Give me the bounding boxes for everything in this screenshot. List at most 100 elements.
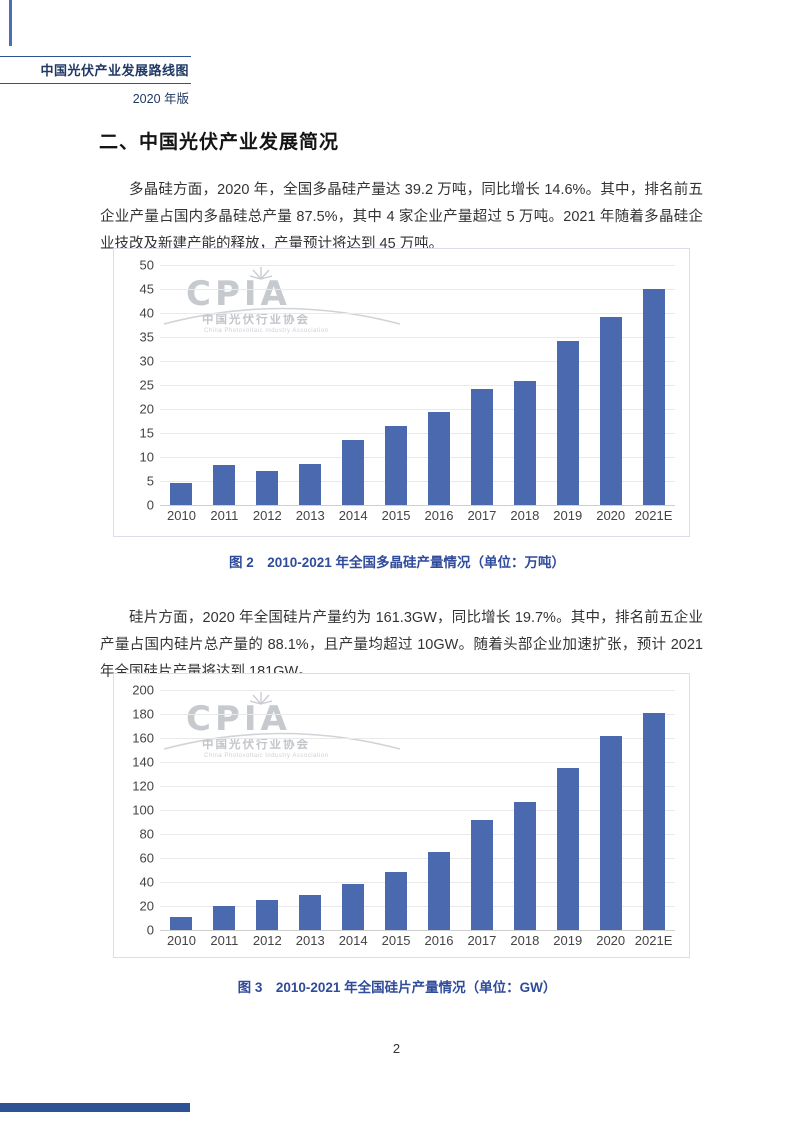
bar-2018 (513, 380, 536, 505)
gridline (160, 385, 675, 386)
gridline (160, 738, 675, 739)
x-axis-tick-label: 2020 (596, 933, 626, 948)
header-title: 中国光伏产业发展路线图 (40, 63, 189, 78)
bar-2016 (427, 852, 450, 930)
x-axis-tick-label: 2010 (167, 508, 196, 523)
y-axis-tick-label: 60 (139, 850, 154, 866)
bar-2015 (385, 425, 408, 505)
x-axis-tick-label: 2017 (467, 508, 497, 523)
bar-slot (375, 265, 418, 505)
x-axis-tick-label: 2011 (210, 508, 239, 523)
bar-2011 (213, 464, 236, 505)
x-axis-tick-label: 2012 (252, 933, 282, 948)
gridline (160, 810, 675, 811)
bar-2018 (513, 801, 536, 930)
y-axis: 0 5 10 15 20 25 30 35 40 45 50 (122, 258, 160, 513)
bar-2020 (599, 736, 622, 930)
gridline (160, 858, 675, 859)
x-axis-tick-label: 2020 (596, 508, 626, 523)
page-number: 2 (392, 1041, 401, 1056)
bar-slot (460, 265, 503, 505)
bar-slot (160, 690, 203, 930)
chart-wafer-production: 0 20 40 60 80 100 120 140 160 180 200 CPIA (113, 673, 690, 958)
plot-area: CPIA 中国光伏行业协会 China Photovoltaic Industr… (160, 265, 675, 506)
bar-2017 (470, 388, 493, 505)
bar-2021E (642, 712, 665, 930)
section-heading: 二、中国光伏产业发展简况 (99, 131, 340, 153)
bar-2019 (556, 340, 579, 505)
gridline (160, 265, 675, 266)
header-edition: 2020 年版 (132, 92, 189, 106)
bar-slot (503, 690, 546, 930)
bar-slot (418, 690, 461, 930)
gridline (160, 714, 675, 715)
x-axis-tick-label: 2014 (338, 933, 368, 948)
gridline (160, 481, 675, 482)
y-axis-tick-label: 15 (139, 425, 154, 441)
y-axis-tick-label: 50 (139, 257, 154, 273)
gridline (160, 457, 675, 458)
bar-2014 (342, 884, 365, 930)
bar-slot (503, 265, 546, 505)
bar-2013 (299, 894, 322, 930)
bar-slot (375, 690, 418, 930)
bar-slot (246, 265, 289, 505)
paragraph-wafer: 硅片方面，2020 年全国硅片产量约为 161.3GW，同比增长 19.7%。其… (100, 609, 703, 680)
y-axis-tick-label: 0 (146, 922, 154, 938)
y-axis-tick-label: 100 (132, 802, 154, 818)
gridline (160, 690, 675, 691)
y-axis-tick-label: 0 (146, 497, 154, 513)
x-axis-tick-label: 2015 (381, 933, 411, 948)
bar-2014 (342, 439, 365, 505)
bar-slot (160, 265, 203, 505)
x-axis-tick-label: 2012 (252, 508, 282, 523)
bar-2012 (256, 470, 279, 505)
footer-accent-bar (0, 1103, 190, 1112)
figure-3-caption: 图 3 2010-2021 年全国硅片产量情况（单位：GW） (237, 980, 557, 995)
bar-slot (460, 690, 503, 930)
chart-inner: 0 20 40 60 80 100 120 140 160 180 200 CPIA (114, 674, 689, 938)
gridline (160, 313, 675, 314)
gridline (160, 906, 675, 907)
gridline (160, 409, 675, 410)
y-axis-tick-label: 30 (139, 353, 154, 369)
x-axis-tick-label: 2018 (510, 508, 540, 523)
bar-slot (546, 265, 589, 505)
gridline (160, 433, 675, 434)
chart-polysilicon-production: 0 5 10 15 20 25 30 35 40 45 50 CPIA (113, 248, 690, 537)
y-axis: 0 20 40 60 80 100 120 140 160 180 200 (122, 683, 160, 938)
y-axis-tick-label: 10 (139, 449, 154, 465)
bar-slot (332, 690, 375, 930)
gridline (160, 834, 675, 835)
gridline (160, 882, 675, 883)
x-axis-tick-label: 2021E (634, 933, 673, 948)
x-axis-baseline (160, 505, 675, 506)
x-axis-tick-label: 2015 (381, 508, 411, 523)
x-axis-tick-label: 2013 (295, 508, 325, 523)
bar-slot (203, 690, 246, 930)
y-axis-tick-label: 140 (132, 754, 154, 770)
page-header: 中国光伏产业发展路线图 2020 年版 (0, 56, 191, 107)
x-axis-tick-label: 2016 (424, 508, 454, 523)
bar-2011 (213, 906, 236, 930)
chart-inner: 0 5 10 15 20 25 30 35 40 45 50 CPIA (114, 249, 689, 513)
y-axis-tick-label: 200 (132, 682, 154, 698)
bar-2015 (385, 872, 408, 930)
x-axis: 2010 2011 2012 2013 2014 2015 2016 2017 2018 2019… (160, 508, 675, 523)
bar-slot (632, 265, 675, 505)
y-axis-tick-label: 80 (139, 826, 154, 842)
top-left-accent-line (9, 0, 12, 46)
bar-2013 (299, 464, 322, 505)
y-axis-tick-label: 180 (132, 706, 154, 722)
bar-2020 (599, 316, 622, 505)
bar-slot (289, 265, 332, 505)
header-bottom-rule (0, 83, 191, 84)
gridline (160, 786, 675, 787)
x-axis: 2010 2011 2012 2013 2014 2015 2016 2017 2018 2019… (160, 933, 675, 948)
bar-slot (589, 690, 632, 930)
x-axis-tick-label: 2013 (295, 933, 325, 948)
y-axis-tick-label: 20 (139, 401, 154, 417)
y-axis-tick-label: 40 (139, 305, 154, 321)
y-axis-tick-label: 160 (132, 730, 154, 746)
bar-slot (289, 690, 332, 930)
